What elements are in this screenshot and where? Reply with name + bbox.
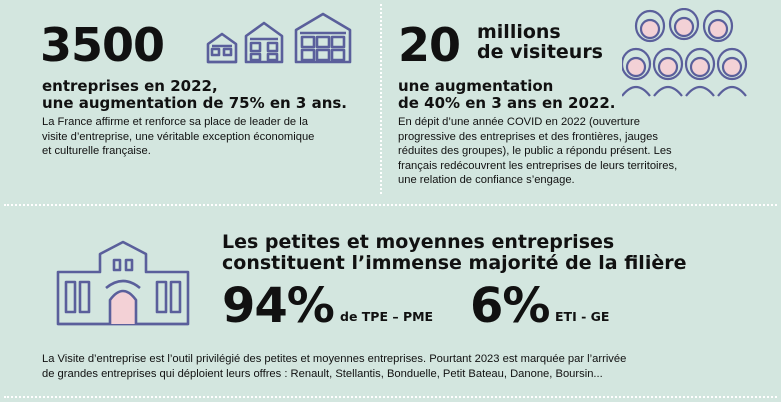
enterprises-subtitle-line1: entreprises en 2022, xyxy=(42,77,218,95)
large-companies-label: ETI - GE xyxy=(555,309,610,324)
crowd-icon xyxy=(622,8,748,97)
visitors-body: En dépit d’une année COVID en 2022 (ouve… xyxy=(398,115,768,188)
visitors-subtitle-line1: une augmentation xyxy=(398,77,554,95)
body-line: visite d’entreprise, une véritable excep… xyxy=(42,130,315,143)
enterprises-subtitle-line2: une augmentation de 75% en 3 ans. xyxy=(42,94,348,112)
visitors-unit-line2: de visiteurs xyxy=(477,41,603,63)
body-line: et culturelle française. xyxy=(42,145,151,157)
body-line: français redécouvrent les entreprises de… xyxy=(398,159,678,172)
bottom-divider xyxy=(4,396,777,398)
body-line: En dépit d’une année COVID en 2022 (ouve… xyxy=(398,116,640,128)
houses-icon xyxy=(206,12,352,64)
sme-title-line1: Les petites et moyennes entreprises xyxy=(222,231,615,253)
visitors-unit-line1: millions xyxy=(477,21,561,43)
footer-text: La Visite d’entreprise est l’outil privi… xyxy=(42,352,772,382)
footer-line: de grandes entreprises qui déploient leu… xyxy=(42,368,603,380)
visitors-count: 20 xyxy=(398,18,461,72)
enterprises-body: La France affirme et renforce sa place d… xyxy=(42,115,372,159)
sme-percentage: 94% xyxy=(222,278,335,334)
large-companies-percentage: 6% xyxy=(470,278,550,334)
body-line: progressive des entreprises et des front… xyxy=(398,130,658,143)
body-line: La France affirme et renforce sa place d… xyxy=(42,116,308,128)
enterprises-count: 3500 xyxy=(40,18,165,72)
sme-title-line2: constituent l’immense majorité de la fil… xyxy=(222,252,687,274)
sme-percentage-label: de TPE – PME xyxy=(340,309,434,324)
building-icon xyxy=(56,240,190,326)
body-line: une relation de confiance s’engage. xyxy=(398,174,575,186)
visitors-subtitle-line2: de 40% en 3 ans en 2022. xyxy=(398,94,616,112)
vertical-divider xyxy=(380,4,382,194)
body-line: réduites des groupes), le public a répon… xyxy=(398,145,672,157)
horizontal-divider xyxy=(4,204,777,206)
footer-line: La Visite d’entreprise est l’outil privi… xyxy=(42,353,627,365)
